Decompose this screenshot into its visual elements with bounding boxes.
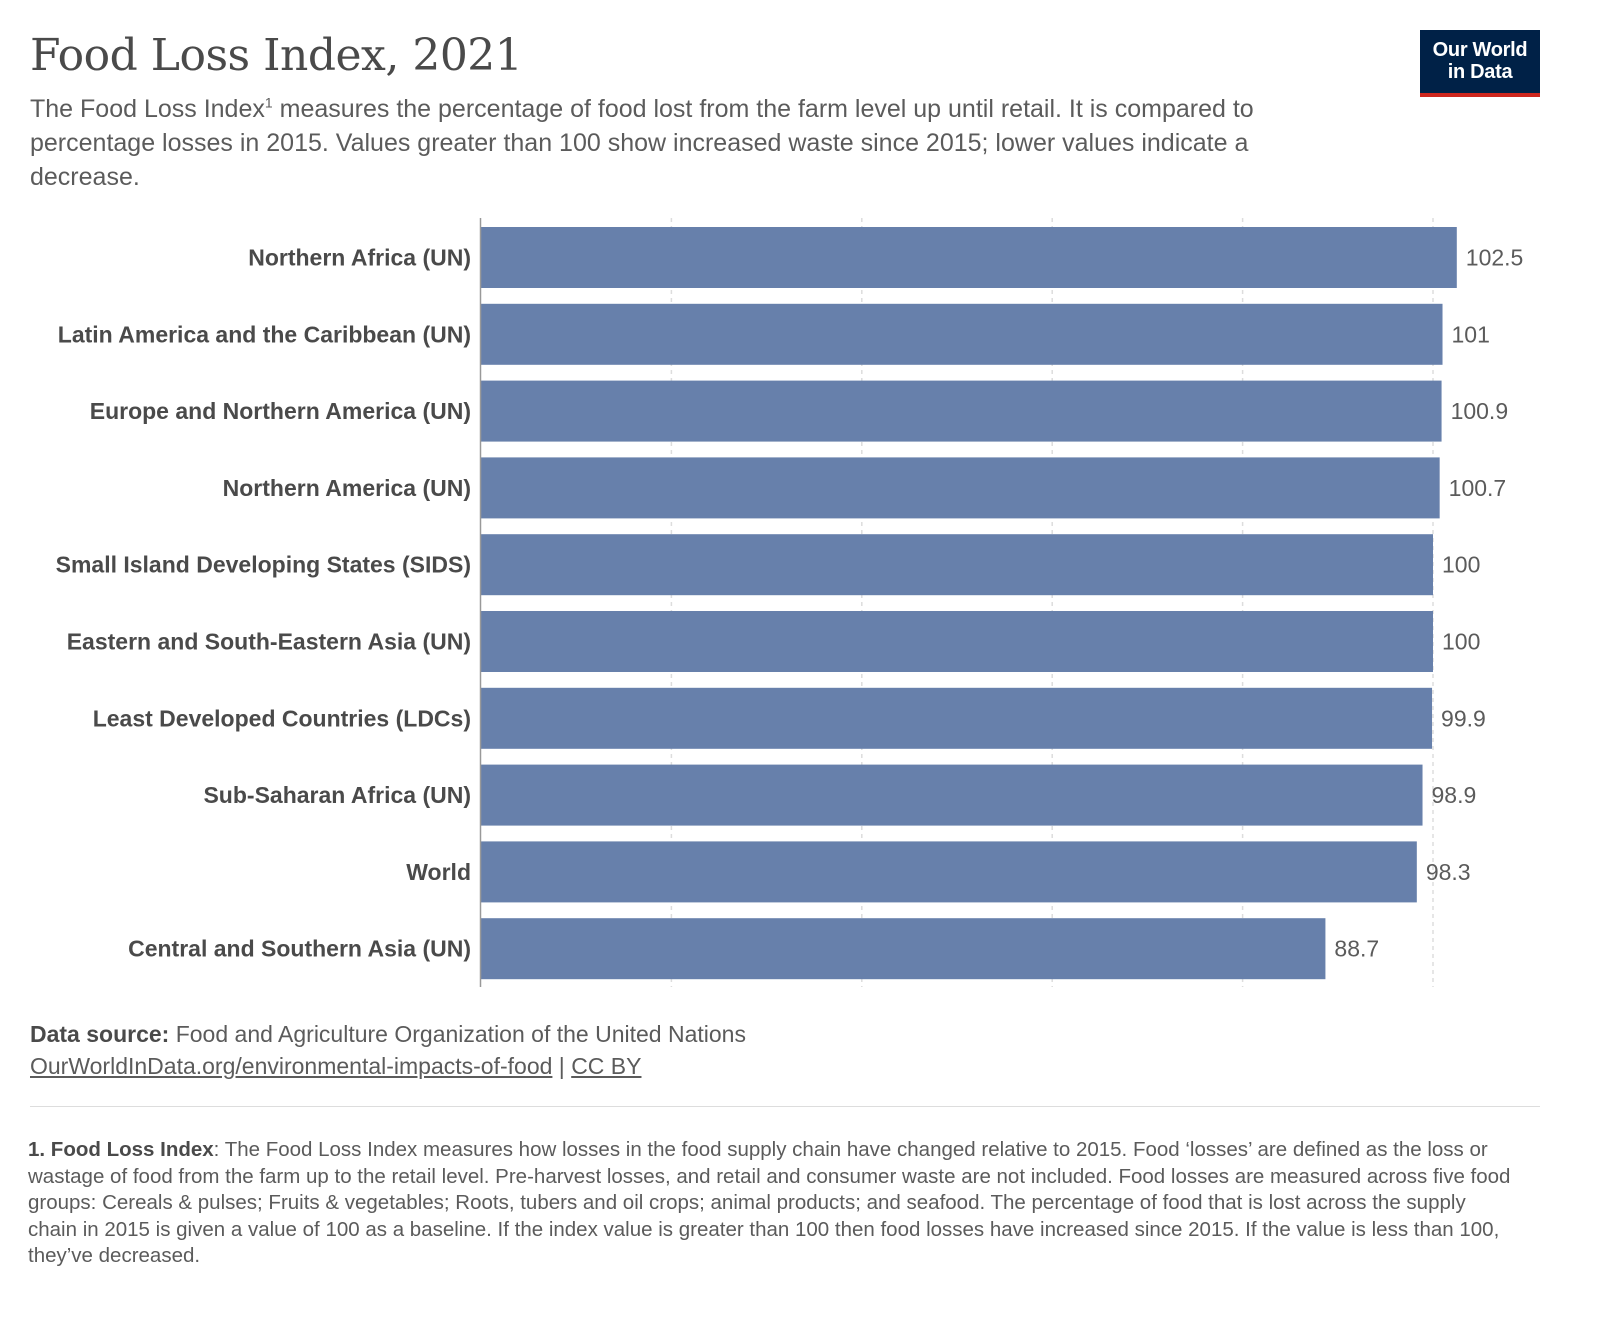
value-label: 100 <box>1442 552 1480 578</box>
bar[interactable] <box>481 764 1423 826</box>
value-label: 100.9 <box>1451 398 1509 424</box>
license-link[interactable]: CC BY <box>571 1053 642 1079</box>
bar-chart: Northern Africa (UN) Latin America and th… <box>56 218 1523 987</box>
bar[interactable] <box>481 380 1442 442</box>
category-label: Europe and Northern America (UN) <box>90 398 471 424</box>
value-label: 101 <box>1452 321 1490 347</box>
bar[interactable] <box>481 611 1433 672</box>
bar[interactable] <box>481 918 1326 980</box>
value-label: 100 <box>1442 629 1480 655</box>
footnote-marker[interactable]: 1 <box>264 94 273 111</box>
category-label: World <box>406 859 471 885</box>
chart-title: Food Loss Index, 2021 <box>30 30 523 81</box>
category-label: Latin America and the Caribbean (UN) <box>58 321 471 347</box>
category-label: Northern Africa (UN) <box>248 245 471 271</box>
value-label: 98.3 <box>1426 859 1471 885</box>
bar[interactable] <box>481 227 1457 288</box>
bar[interactable] <box>481 457 1440 519</box>
data-source-label: Data source: <box>30 1021 170 1047</box>
bar[interactable] <box>481 303 1443 365</box>
category-label: Central and Southern Asia (UN) <box>128 936 471 962</box>
footnote-divider <box>30 1106 1540 1107</box>
bar[interactable] <box>481 687 1433 749</box>
chart-subtitle: The Food Loss Index1 measures the percen… <box>30 92 1320 194</box>
footnote-label: 1. Food Loss Index <box>28 1138 214 1161</box>
value-labels: 102.5 101 100.9 100.7 100 100 99.9 98.9 98.3 88.7 <box>1334 245 1523 962</box>
subtitle-text-end: measures the percentage of food lost fro… <box>30 95 1254 191</box>
category-label: Sub-Saharan Africa (UN) <box>203 782 471 808</box>
logo-line-1: Our World <box>1432 39 1528 61</box>
owid-logo[interactable]: Our World in Data <box>1420 30 1540 97</box>
category-label: Small Island Developing States (SIDS) <box>56 552 471 578</box>
value-label: 100.7 <box>1449 475 1507 501</box>
source-links-line: OurWorldInData.org/environmental-impacts… <box>30 1050 746 1082</box>
logo-line-2: in Data <box>1447 61 1513 83</box>
value-label: 88.7 <box>1334 936 1379 962</box>
category-label: Least Developed Countries (LDCs) <box>93 705 471 731</box>
value-label: 98.9 <box>1432 782 1477 808</box>
category-label: Eastern and South-Eastern Asia (UN) <box>67 629 471 655</box>
subtitle-text-start: The Food Loss Index <box>30 95 265 123</box>
footnote: 1. Food Loss Index: The Food Loss Index … <box>28 1137 1518 1270</box>
owid-page-link[interactable]: OurWorldInData.org/environmental-impacts… <box>30 1053 553 1079</box>
footnote-text: : The Food Loss Index measures how losse… <box>28 1138 1511 1267</box>
data-source-line: Data source: Food and Agriculture Organi… <box>30 1018 746 1050</box>
link-separator: | <box>552 1053 572 1079</box>
category-label: Northern America (UN) <box>223 475 471 501</box>
value-label: 99.9 <box>1441 705 1486 731</box>
data-source-text: Food and Agriculture Organization of the… <box>169 1021 746 1047</box>
bar[interactable] <box>481 841 1417 903</box>
bar[interactable] <box>481 534 1433 596</box>
category-labels: Northern Africa (UN) Latin America and th… <box>56 245 471 962</box>
source-block: Data source: Food and Agriculture Organi… <box>30 1018 746 1082</box>
value-label: 102.5 <box>1466 245 1524 271</box>
bars <box>481 227 1457 980</box>
